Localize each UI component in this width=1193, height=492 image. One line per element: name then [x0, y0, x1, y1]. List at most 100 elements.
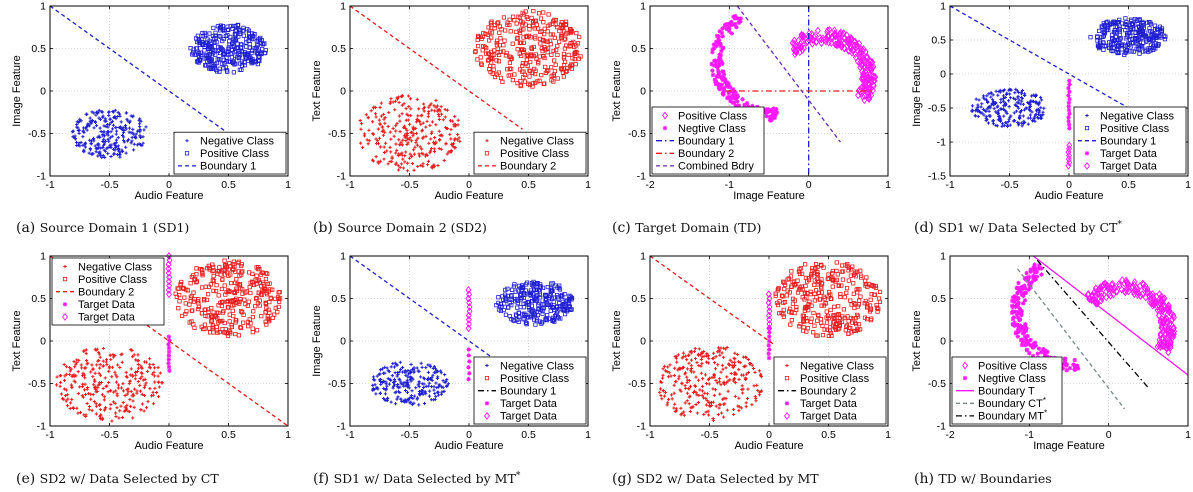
data-point: [111, 123, 116, 127]
data-point: [824, 309, 829, 314]
x-tick-label: 1: [285, 179, 291, 191]
series-target-data: [466, 347, 472, 382]
data-point: [382, 112, 386, 116]
data-point: [211, 25, 216, 31]
data-point: [422, 382, 426, 386]
data-point: [775, 300, 780, 306]
data-point: [109, 402, 113, 407]
data-point: [260, 270, 265, 275]
data-point: [479, 36, 484, 41]
data-point: [107, 110, 111, 114]
x-tick-label: 0.5: [521, 429, 536, 441]
data-point: [496, 59, 502, 64]
data-point: [526, 302, 531, 307]
data-point: [832, 325, 838, 330]
data-point: [1036, 263, 1042, 268]
data-point: [798, 38, 805, 47]
data-point: [1041, 347, 1046, 353]
data-point: [831, 30, 838, 39]
data-point: [790, 279, 795, 285]
data-point: [218, 34, 223, 39]
data-point: [539, 46, 544, 51]
data-point: [435, 386, 439, 390]
data-point: [812, 323, 817, 328]
data-point: [524, 322, 529, 327]
data-point: [685, 380, 689, 385]
data-point: [399, 142, 403, 146]
data-point: [1039, 98, 1044, 102]
data-point: [122, 128, 126, 133]
data-point: [510, 78, 515, 83]
x-axis-label: Audio Feature: [134, 190, 203, 202]
data-point: [858, 294, 863, 299]
data-point: [189, 308, 194, 313]
y-tick-label: -0.5: [328, 378, 346, 390]
data-point: [676, 368, 680, 372]
data-point: [501, 307, 506, 313]
data-point: [736, 352, 740, 357]
data-point: [707, 356, 711, 361]
data-point: [141, 141, 145, 145]
data-point: [226, 305, 231, 310]
data-point: [1016, 300, 1021, 306]
data-point: [1170, 324, 1177, 333]
data-point: [432, 165, 436, 169]
data-point: [232, 38, 237, 43]
data-point: [434, 98, 438, 102]
y-tick-label: 1: [340, 1, 346, 13]
data-point: [110, 365, 115, 369]
data-point: [521, 285, 526, 290]
data-point: [1066, 85, 1071, 91]
data-point: [425, 163, 430, 167]
data-point: [387, 382, 392, 386]
data-point: [381, 133, 386, 137]
data-point: [394, 363, 398, 367]
data-point: [92, 378, 97, 382]
data-point: [543, 298, 548, 303]
data-point: [241, 33, 246, 38]
data-point: [541, 20, 546, 25]
data-point: [1010, 316, 1016, 322]
data-point: [263, 310, 268, 315]
data-point: [1022, 330, 1027, 335]
data-point: [403, 388, 408, 393]
data-point: [1130, 21, 1135, 26]
data-point: [226, 45, 231, 50]
data-point: [101, 416, 105, 420]
data-point: [107, 380, 111, 385]
data-point: [503, 312, 509, 317]
data-point: [405, 378, 409, 382]
data-point: [728, 358, 732, 362]
data-point: [389, 400, 393, 404]
series-positive-class: [1088, 16, 1168, 57]
data-point: [105, 362, 109, 367]
data-point: [235, 23, 240, 28]
data-point: [1092, 284, 1099, 293]
data-point: [129, 114, 133, 118]
x-tick-label: 1: [285, 429, 291, 441]
data-point: [398, 360, 402, 364]
data-point: [82, 130, 86, 134]
data-point: [970, 104, 975, 108]
data-point: [1037, 101, 1041, 106]
data-point: [223, 65, 228, 70]
data-point: [84, 351, 88, 356]
data-point: [1019, 326, 1024, 331]
data-point: [838, 291, 843, 297]
data-point: [278, 296, 283, 301]
data-point: [687, 353, 691, 357]
data-point: [408, 396, 412, 400]
data-point: [1009, 310, 1015, 315]
data-point: [131, 399, 135, 403]
data-point: [466, 377, 471, 382]
data-point: [205, 292, 211, 297]
legend-marker: [485, 363, 489, 368]
data-point: [120, 148, 124, 152]
data-point: [115, 406, 119, 410]
data-point: [1099, 283, 1106, 291]
data-point: [434, 123, 438, 127]
data-point: [475, 57, 480, 62]
legend-label: Target Data: [1100, 148, 1158, 160]
legend-marker: [484, 375, 490, 381]
data-point: [1171, 327, 1178, 336]
